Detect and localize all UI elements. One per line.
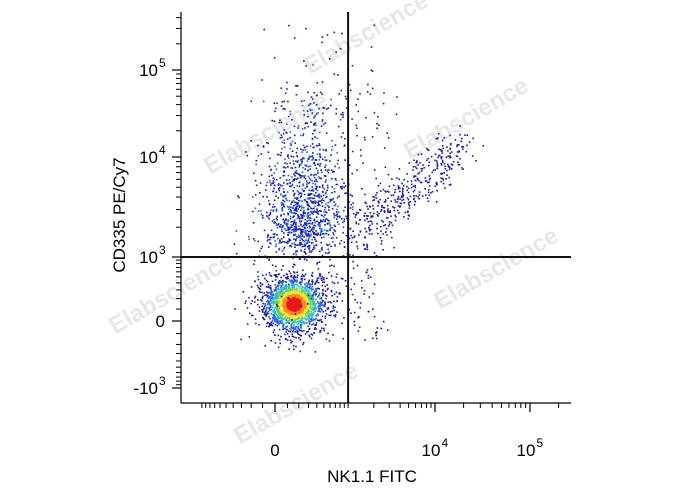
svg-text:4: 4 [442, 436, 449, 450]
svg-text:10: 10 [139, 61, 158, 80]
y-axis-title: CD335 PE/Cy7 [110, 157, 129, 272]
watermark-text: Elabscience [429, 222, 563, 315]
svg-text:3: 3 [159, 374, 166, 388]
watermark-text: Elabscience [299, 0, 433, 80]
x-axis-title: NK1.1 FITC [327, 467, 417, 486]
svg-text:0: 0 [156, 312, 165, 331]
svg-text:10: 10 [139, 148, 158, 167]
svg-text:10: 10 [139, 248, 158, 267]
svg-text:4: 4 [159, 143, 166, 157]
svg-text:5: 5 [159, 56, 166, 70]
svg-text:10: 10 [422, 441, 441, 460]
svg-text:0: 0 [270, 441, 279, 460]
svg-text:10: 10 [517, 441, 536, 460]
y-tick-label: 10 4 [139, 143, 166, 167]
y-tick-label: 10 3 [139, 243, 166, 267]
x-tick-label: 10 5 [517, 436, 544, 460]
quadrant-gate [181, 12, 571, 403]
plot-axes [172, 12, 571, 412]
event-dots [233, 24, 484, 353]
x-tick-label: 10 4 [422, 436, 449, 460]
svg-text:3: 3 [159, 243, 166, 257]
svg-text:-10: -10 [133, 379, 158, 398]
y-tick-label: 0 [156, 312, 165, 331]
svg-text:5: 5 [537, 436, 544, 450]
y-tick-label: -10 3 [133, 374, 166, 398]
y-tick-label: 10 5 [139, 56, 166, 80]
x-tick-label: 0 [270, 441, 279, 460]
